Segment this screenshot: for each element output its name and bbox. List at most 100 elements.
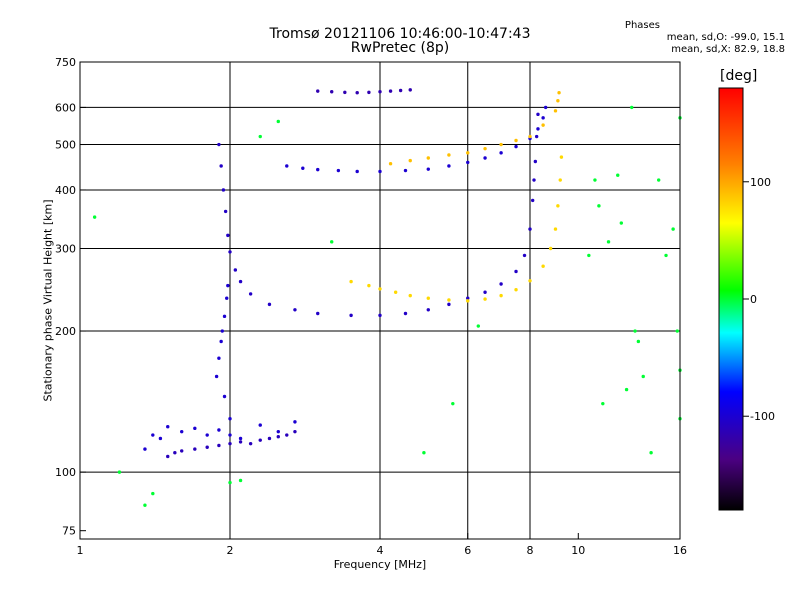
data-point: [466, 151, 470, 155]
data-point: [556, 99, 560, 103]
y-tick-label: 750: [55, 56, 76, 69]
grid-lines: [80, 62, 680, 539]
data-point: [408, 158, 412, 163]
data-point: [483, 297, 487, 301]
data-point: [378, 313, 382, 318]
data-point: [226, 283, 230, 288]
data-point: [541, 123, 545, 127]
data-point: [616, 173, 620, 177]
data-point: [258, 423, 262, 427]
data-point: [205, 433, 209, 437]
y-tick-label: 100: [55, 466, 76, 479]
data-point: [534, 134, 539, 139]
data-point: [225, 296, 229, 300]
x-tick-label: 8: [527, 544, 534, 557]
data-point: [403, 311, 408, 316]
y-axis-label: Stationary phase Virtual Height [km]: [41, 199, 55, 402]
data-point: [316, 311, 320, 316]
data-point: [166, 425, 170, 429]
phase-stats-x: mean, sd,X: 82.9, 18.8: [671, 44, 785, 55]
data-point: [408, 293, 412, 298]
y-tick-label: 75: [62, 525, 76, 538]
data-point: [597, 204, 601, 208]
data-point: [316, 167, 320, 172]
data-point: [559, 155, 564, 159]
data-point: [228, 441, 232, 446]
data-point: [220, 329, 224, 333]
y-axis-ticks: 75 100 200 300 400 500 600 750: [55, 56, 86, 538]
data-point: [528, 227, 532, 231]
data-point: [276, 119, 280, 124]
data-point: [426, 167, 430, 171]
data-point: [476, 324, 481, 328]
data-point: [447, 302, 451, 307]
data-point: [316, 89, 320, 93]
data-point: [258, 438, 262, 442]
data-point: [536, 112, 540, 117]
data-point: [447, 164, 451, 168]
data-point: [466, 299, 470, 303]
data-point: [447, 298, 451, 302]
data-point: [426, 296, 430, 300]
data-point: [258, 134, 262, 139]
data-point: [557, 90, 561, 95]
data-point: [193, 426, 197, 431]
data-point: [553, 227, 558, 231]
data-point: [238, 279, 243, 284]
data-point: [222, 394, 227, 399]
data-point: [226, 233, 230, 238]
data-point: [180, 449, 184, 453]
data-point: [514, 144, 518, 149]
data-point: [499, 293, 503, 298]
data-point: [388, 89, 393, 93]
data-point: [533, 159, 538, 164]
x-tick-label: 16: [673, 544, 687, 557]
data-point: [530, 198, 535, 203]
x-tick-label: 2: [227, 544, 234, 557]
data-point: [217, 443, 221, 448]
data-point: [248, 441, 253, 446]
data-point: [276, 435, 280, 439]
x-axis-ticks: 1 2 4 6 8 10 16: [77, 533, 687, 557]
data-point: [285, 433, 289, 437]
data-point: [536, 127, 540, 131]
data-point: [221, 188, 226, 192]
data-point: [293, 429, 297, 434]
data-point: [543, 105, 548, 110]
data-point: [541, 264, 545, 268]
data-point: [606, 240, 611, 244]
data-point: [630, 105, 634, 110]
data-point: [393, 290, 398, 294]
y-tick-label: 200: [55, 325, 76, 338]
x-tick-label: 4: [377, 544, 384, 557]
data-point: [367, 283, 371, 288]
data-point: [117, 470, 122, 474]
data-point: [143, 503, 147, 507]
data-point: [343, 90, 347, 95]
data-point: [330, 90, 334, 94]
data-point: [233, 268, 238, 272]
data-point: [483, 290, 487, 294]
data-point: [499, 282, 503, 286]
data-point: [675, 329, 679, 333]
data-point: [499, 151, 503, 155]
data-point: [514, 269, 518, 274]
data-point: [205, 445, 209, 449]
data-point: [422, 451, 426, 455]
data-point: [532, 178, 536, 182]
data-point: [217, 142, 221, 147]
data-point: [151, 433, 155, 437]
data-point: [238, 478, 243, 483]
data-point: [330, 240, 334, 244]
data-point: [378, 90, 382, 94]
data-point: [466, 160, 470, 165]
data-point: [426, 308, 430, 312]
data-point: [664, 253, 668, 258]
data-point: [587, 253, 591, 258]
data-points: [92, 88, 682, 507]
data-point: [180, 429, 184, 434]
colorbar-tick-label: -100: [750, 410, 775, 423]
data-point: [548, 246, 553, 251]
data-point: [656, 178, 661, 182]
